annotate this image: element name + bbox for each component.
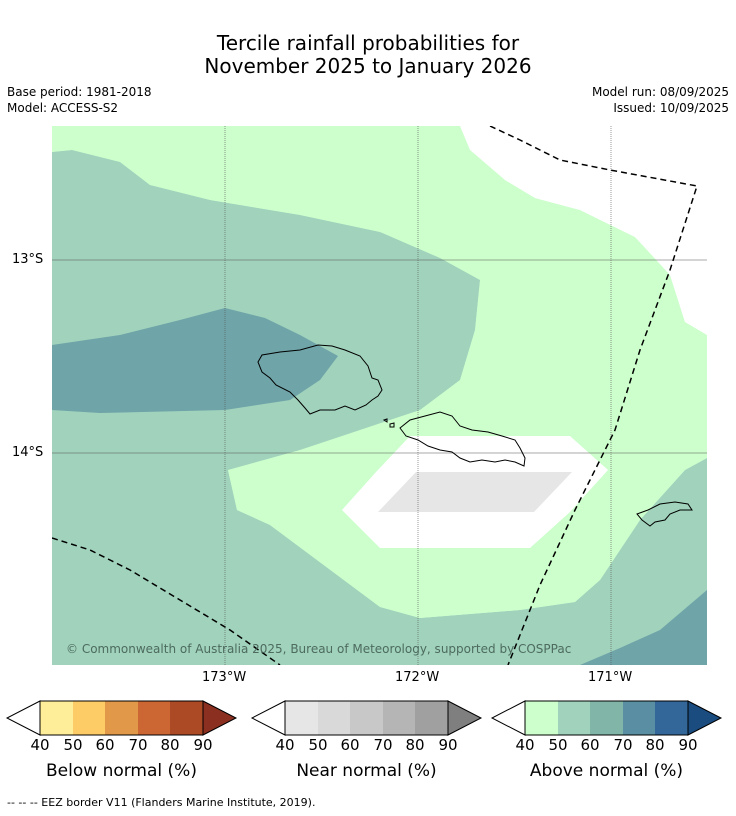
map-title-line1: Tercile rainfall probabilities for [216, 31, 520, 55]
lat-label-13s: 13°S [12, 252, 44, 267]
colorbar-below-tick: 80 [160, 736, 180, 754]
probability-zone-near-40 [378, 472, 572, 512]
colorbar-below-bin [105, 701, 138, 735]
island-tutuila [636, 501, 693, 527]
copyright-notice: © Commonwealth of Australia 2025, Bureau… [66, 642, 572, 656]
island-upolu [399, 411, 526, 467]
colorbar-near-tick: 60 [340, 736, 360, 754]
colorbar-near-normal [250, 700, 483, 736]
colorbar-above-tick: 60 [580, 736, 600, 754]
colorbar-above-bin [590, 701, 623, 735]
colorbar-below-outline [39, 700, 204, 736]
colorbar-above-tick: 70 [613, 736, 633, 754]
colorbar-below-normal [5, 700, 238, 736]
colorbar-above-bin [623, 701, 655, 735]
colorbar-below-tick: 50 [63, 736, 83, 754]
model-run: Model run: 08/09/2025 [591, 85, 729, 99]
island-savaii [257, 344, 383, 415]
probability-zone-above-60-west [52, 308, 338, 413]
colorbar-near-bin [415, 701, 448, 735]
colorbar-near-outline [284, 700, 449, 736]
colorbar-above-bin [525, 701, 558, 735]
colorbar-above-title: Above normal (%) [529, 761, 684, 781]
colorbar-near-tick: 80 [405, 736, 425, 754]
probability-zone-above-60-se [580, 590, 707, 665]
eez-border-southwest [52, 537, 281, 665]
colorbar-below-title: Below normal (%) [46, 761, 197, 781]
colorbar-near-bin [350, 701, 383, 735]
base-period: Base period: 1981-2018 [7, 85, 152, 99]
colorbar-near-tick: 40 [275, 736, 295, 754]
colorbar-near-min-arrow [250, 700, 286, 736]
metadata-right: Model run: 08/09/2025 Issued: 10/09/2025 [592, 84, 729, 116]
colorbar-above-outline [524, 700, 689, 736]
island-manono-apolima [382, 418, 395, 428]
issued-date: Issued: 10/09/2025 [613, 101, 729, 115]
probability-zone-neutral-ne-top [470, 126, 707, 335]
colorbar-above-bin [655, 701, 688, 735]
model-name: Model: ACCESS-S2 [7, 101, 119, 115]
colorbar-above-min-arrow [490, 700, 526, 736]
colorbar-near-bin [383, 701, 415, 735]
colorbar-below-max-arrow [202, 700, 238, 736]
colorbar-below-min-arrow [5, 700, 41, 736]
colorbar-below-bin [40, 701, 73, 735]
colorbar-near-max-arrow [447, 700, 483, 736]
colorbar-above-max-arrow [687, 700, 723, 736]
eez-legend-footnote: -- -- -- EEZ border V11 (Flanders Marine… [7, 796, 316, 809]
colorbar-near-tick: 50 [308, 736, 328, 754]
colorbar-near-bin [285, 701, 318, 735]
colorbar-above-tick: 40 [515, 736, 535, 754]
lon-label-172w: 172°W [395, 670, 440, 685]
colorbar-above-normal [490, 700, 723, 736]
colorbar-above-tick: 50 [548, 736, 568, 754]
colorbar-above-bin [558, 701, 590, 735]
colorbar-near-bin [318, 701, 350, 735]
metadata-left: Base period: 1981-2018 Model: ACCESS-S2 [7, 84, 152, 116]
colorbar-below-tick: 70 [128, 736, 148, 754]
colorbar-below-tick: 40 [30, 736, 50, 754]
lat-label-14s: 14°S [12, 445, 44, 460]
colorbar-above-tick: 80 [645, 736, 665, 754]
map-area [52, 126, 707, 665]
colorbar-below-bin [138, 701, 170, 735]
lon-label-173w: 173°W [202, 670, 247, 685]
colorbar-near-tick: 90 [438, 736, 458, 754]
colorbar-near-tick: 70 [373, 736, 393, 754]
colorbar-above-tick: 90 [678, 736, 698, 754]
lon-label-171w: 171°W [588, 670, 633, 685]
map-title-line2: November 2025 to January 2026 [204, 54, 532, 78]
colorbar-below-bin [170, 701, 203, 735]
eez-border-east [489, 126, 698, 665]
colorbar-below-tick: 90 [193, 736, 213, 754]
colorbar-below-tick: 60 [95, 736, 115, 754]
colorbar-near-title: Near normal (%) [296, 761, 437, 781]
colorbar-below-bin [73, 701, 105, 735]
